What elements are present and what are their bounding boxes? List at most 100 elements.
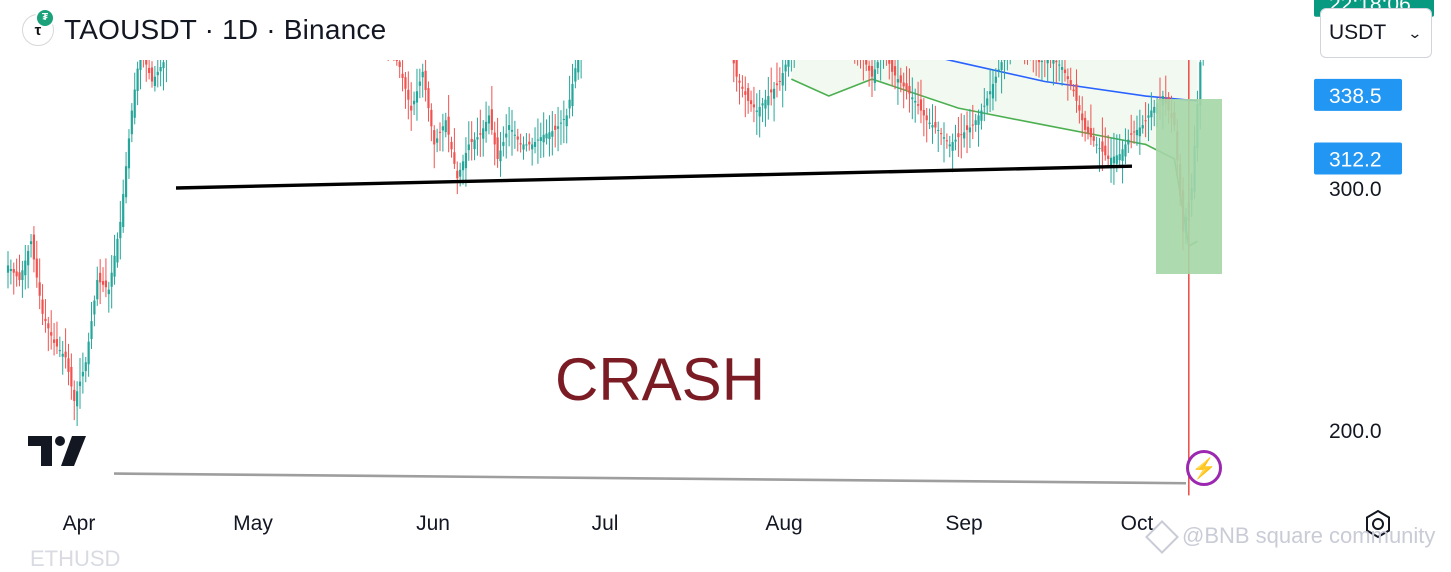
candle: [963, 132, 966, 139]
candle: [502, 142, 505, 146]
candle: [991, 83, 995, 99]
candle: [1124, 144, 1127, 157]
candle: [61, 353, 64, 357]
candle: [101, 281, 105, 285]
candle: [1063, 69, 1067, 74]
candle: [1130, 133, 1133, 135]
currency-select[interactable]: USDT ⌄: [1320, 8, 1432, 58]
candle: [559, 122, 563, 124]
candle: [1040, 60, 1044, 62]
candle: [1069, 80, 1072, 86]
candle: [398, 61, 401, 67]
candle: [58, 350, 61, 352]
candle: [911, 97, 914, 100]
candle: [450, 141, 453, 150]
indicator-price-badge: [1314, 142, 1402, 175]
tether-badge-icon: ₮: [35, 8, 55, 28]
overlays: CRASH: [555, 99, 1222, 413]
candle: [934, 122, 937, 128]
candle: [994, 76, 997, 83]
candle: [764, 99, 767, 109]
candle: [81, 371, 84, 377]
candle: [767, 96, 770, 106]
candle: [761, 103, 764, 106]
candle: [459, 169, 462, 177]
lightning-event-icon[interactable]: ⚡: [1186, 450, 1222, 486]
candle: [427, 88, 430, 109]
candle: [951, 142, 954, 151]
candle: [508, 125, 511, 130]
candle: [70, 367, 73, 387]
candle: [775, 83, 779, 86]
candle: [136, 68, 139, 91]
candle: [868, 65, 871, 71]
candle: [531, 144, 534, 150]
candle: [162, 62, 165, 69]
candle: [107, 289, 110, 295]
symbol-title[interactable]: TAOUSDT · 1D · Binance: [64, 14, 387, 45]
indicator-price-value: 312.2: [1329, 148, 1382, 171]
candle: [1138, 127, 1141, 137]
candle: [787, 60, 790, 67]
candle: [980, 110, 983, 121]
candle: [493, 132, 496, 145]
candle: [156, 71, 159, 76]
candle: [781, 73, 784, 86]
candle: [21, 270, 24, 280]
candle: [988, 91, 992, 95]
candle: [412, 100, 416, 105]
candle: [971, 124, 974, 126]
tradingview-logo-icon[interactable]: [28, 436, 90, 466]
candle: [467, 144, 470, 151]
candle: [116, 238, 119, 263]
candle: [99, 272, 102, 283]
candle: [1086, 126, 1090, 134]
candle: [536, 139, 540, 141]
candle: [6, 265, 10, 273]
trend-lines: [113, 164, 1187, 485]
candle: [424, 70, 427, 90]
candle: [574, 68, 577, 82]
candle: [496, 137, 499, 159]
candle: [401, 73, 404, 78]
candle: [145, 60, 148, 65]
candle: [461, 161, 465, 171]
y-tick-label: 300.0: [1329, 178, 1382, 201]
candle: [1089, 128, 1092, 138]
candle: [916, 104, 920, 106]
candle: [902, 82, 905, 87]
candle: [1104, 145, 1107, 156]
candle: [490, 109, 493, 130]
candle: [752, 104, 756, 108]
candle: [470, 138, 473, 143]
candle: [922, 110, 925, 116]
candle: [55, 339, 59, 347]
candle: [418, 81, 421, 86]
candle: [755, 110, 758, 112]
candle: [942, 137, 946, 139]
candle: [473, 139, 476, 150]
candle: [438, 131, 442, 133]
candle: [749, 100, 753, 105]
bb-mid-line: [945, 60, 1198, 102]
chevron-down-icon: ⌄: [1407, 24, 1423, 41]
candle: [954, 139, 957, 142]
candle: [770, 89, 773, 93]
candle: [957, 133, 960, 138]
settings-gear-icon[interactable]: [1363, 509, 1393, 539]
candle: [516, 136, 519, 140]
candle: [983, 105, 986, 107]
symbol-logo: τ ₮: [22, 8, 55, 46]
candle: [1072, 89, 1075, 92]
time-axis[interactable]: Apr May Jun Jul Aug Sep Oct: [63, 512, 1154, 535]
candle: [1144, 120, 1147, 122]
candle: [124, 166, 128, 198]
candle: [738, 80, 741, 83]
candle: [9, 269, 12, 272]
candle: [487, 115, 491, 124]
candle: [974, 120, 977, 125]
candle: [908, 86, 911, 94]
candle: [1055, 60, 1058, 63]
